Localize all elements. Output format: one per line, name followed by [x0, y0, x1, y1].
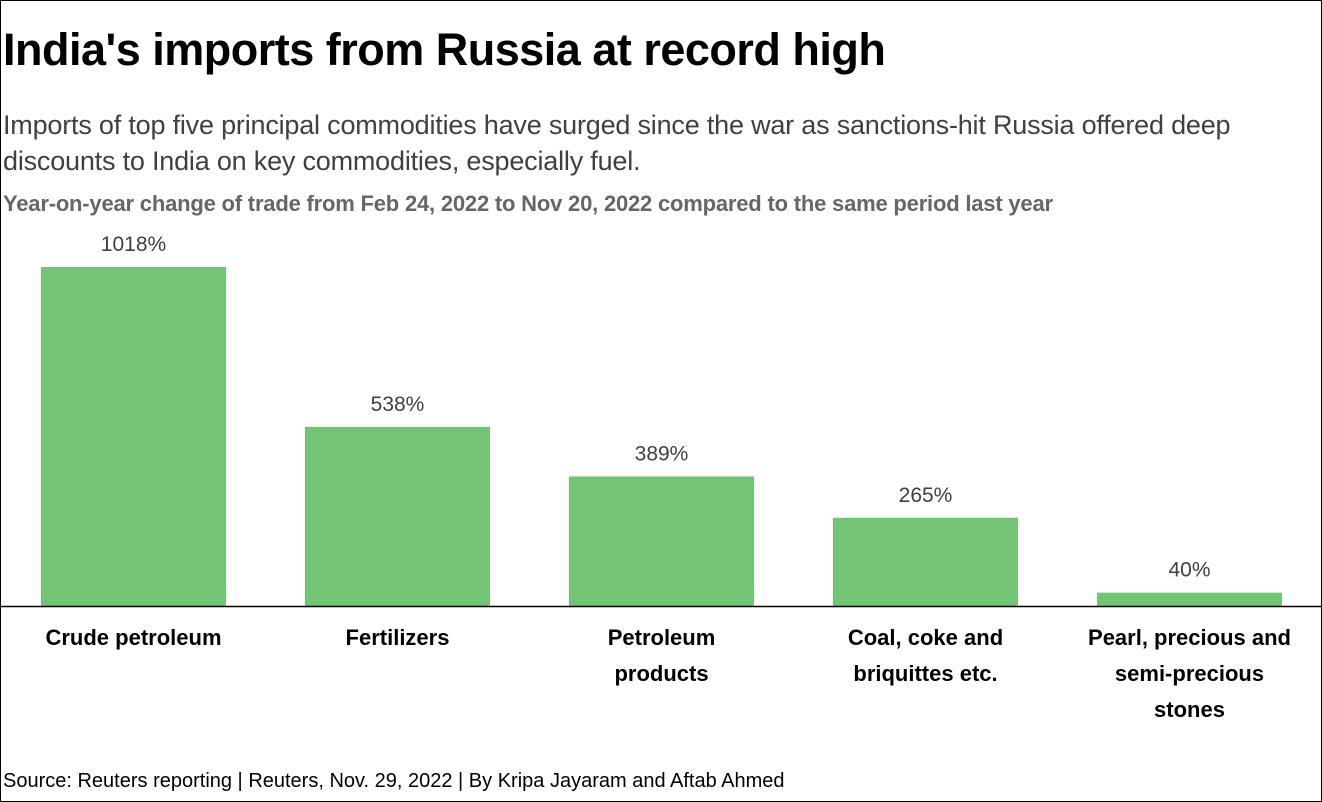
- category-label-line: semi-precious: [1115, 661, 1264, 686]
- category-label-line: Petroleum: [608, 625, 716, 650]
- bar-2: [305, 426, 490, 606]
- category-label-2: Fertilizers: [346, 625, 450, 650]
- category-label-line: briquittes etc.: [853, 661, 997, 686]
- source-note: Source: Reuters reporting | Reuters, Nov…: [3, 770, 785, 792]
- value-label-5: 40%: [1168, 559, 1210, 582]
- category-label-line: Pearl, precious and: [1088, 625, 1291, 650]
- category-label-4: Coal, coke and briquittes etc.: [848, 625, 1003, 686]
- chart-subtitle: Imports of top five principal commoditie…: [3, 110, 1231, 176]
- chart-caption: Year-on-year change of trade from Feb 24…: [3, 191, 1053, 216]
- category-label-line: Crude petroleum: [45, 625, 221, 650]
- value-label-1: 1018%: [101, 233, 166, 256]
- bar-1: [41, 267, 226, 606]
- category-label-1: Crude petroleum: [45, 625, 221, 650]
- category-label-line: Fertilizers: [346, 625, 450, 650]
- category-label-line: stones: [1154, 697, 1225, 722]
- value-label-3: 389%: [635, 442, 689, 465]
- bar-4: [833, 517, 1018, 606]
- category-label-5: Pearl, precious and semi-precious stones: [1088, 625, 1291, 722]
- category-label-3: Petroleum products: [608, 625, 716, 686]
- bar-5: [1097, 592, 1282, 606]
- chart-title: India's imports from Russia at record hi…: [3, 24, 886, 75]
- category-label-line: products: [614, 661, 708, 686]
- category-label-line: Coal, coke and: [848, 625, 1003, 650]
- bar-3: [569, 476, 754, 606]
- value-label-2: 538%: [371, 393, 425, 416]
- value-label-4: 265%: [899, 484, 953, 507]
